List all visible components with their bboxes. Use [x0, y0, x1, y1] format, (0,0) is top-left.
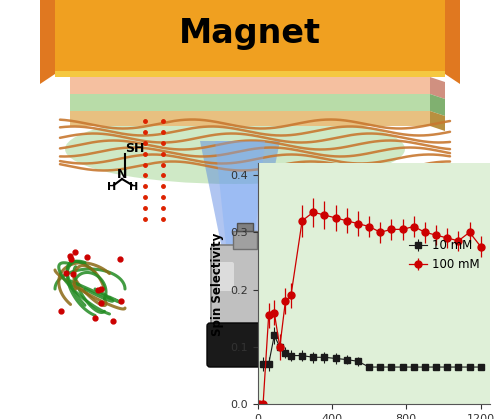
Polygon shape	[200, 141, 280, 264]
Bar	[55, 71, 445, 77]
Polygon shape	[70, 111, 430, 126]
Ellipse shape	[65, 114, 405, 184]
Polygon shape	[430, 77, 445, 99]
Polygon shape	[430, 111, 445, 131]
Legend: 10 mM, 100 mM: 10 mM, 100 mM	[404, 234, 484, 276]
Text: H: H	[130, 182, 138, 192]
Polygon shape	[430, 94, 445, 116]
Y-axis label: Spin Selectivity: Spin Selectivity	[212, 232, 224, 336]
Polygon shape	[70, 77, 430, 94]
Text: SH: SH	[125, 142, 144, 155]
Text: N: N	[117, 168, 127, 181]
FancyBboxPatch shape	[207, 323, 283, 367]
Polygon shape	[55, 0, 445, 74]
Polygon shape	[445, 0, 460, 84]
Polygon shape	[40, 0, 55, 84]
FancyBboxPatch shape	[211, 245, 279, 333]
Bar	[237, 223, 253, 231]
Polygon shape	[215, 141, 265, 264]
Polygon shape	[70, 94, 430, 111]
Text: Magnet: Magnet	[179, 18, 321, 51]
Text: H: H	[108, 182, 116, 192]
Bar	[233, 231, 257, 249]
FancyBboxPatch shape	[218, 262, 234, 291]
